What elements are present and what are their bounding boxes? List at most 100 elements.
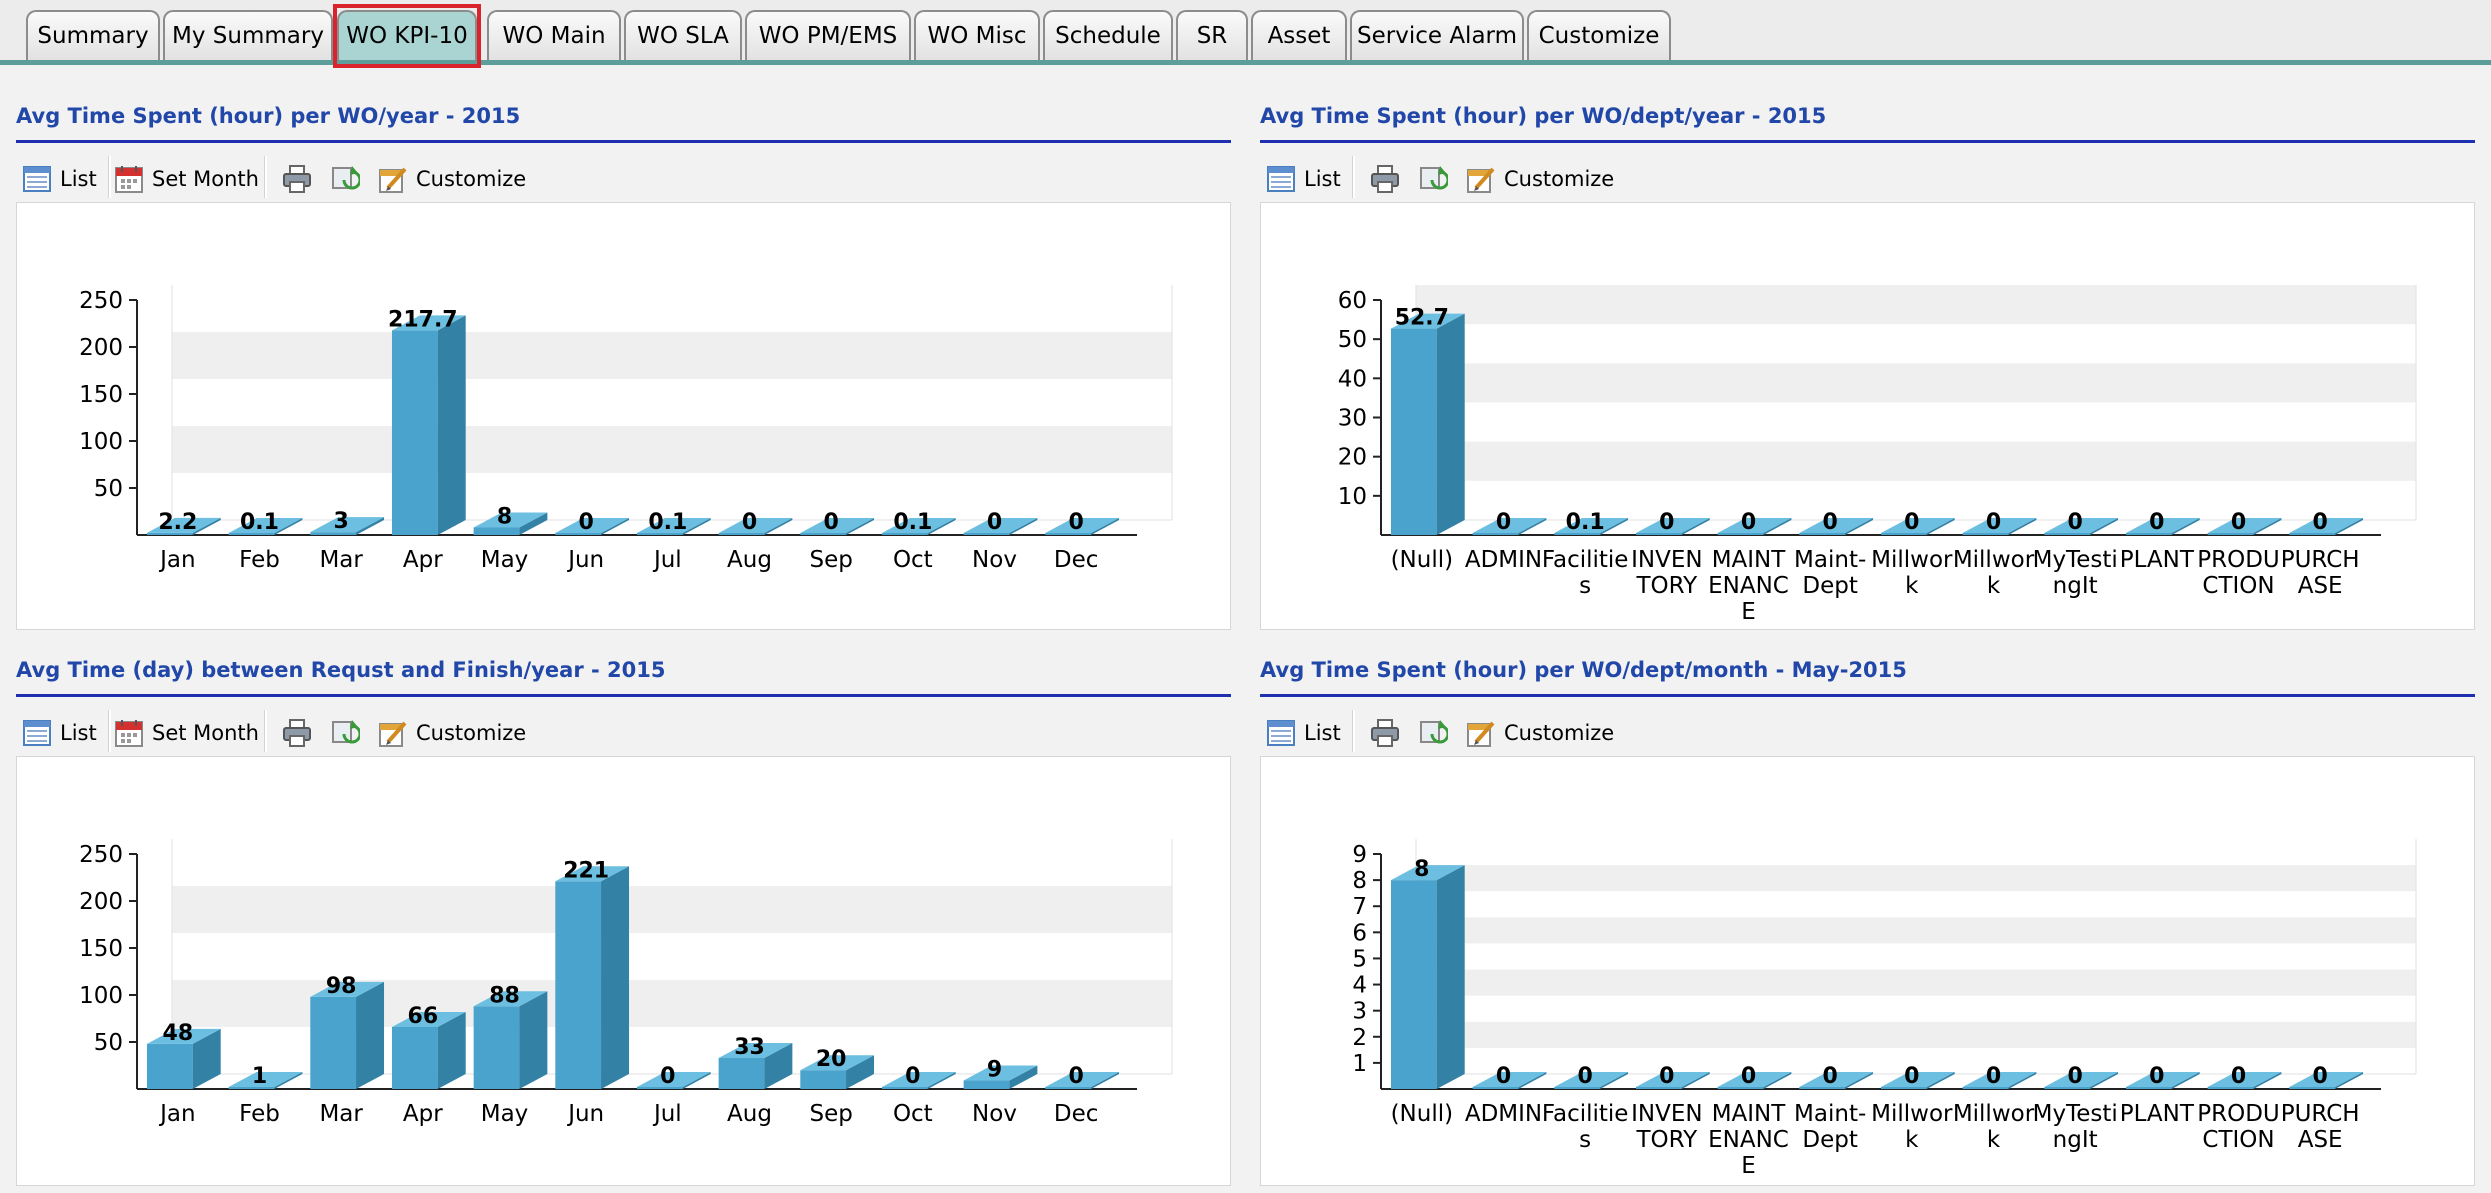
- bar-side: [1518, 1072, 1547, 1089]
- set-month-button[interactable]: Set Month: [114, 160, 259, 198]
- bar-side: [356, 981, 385, 1089]
- print-button[interactable]: [282, 714, 320, 752]
- tab-service-alarm[interactable]: Service Alarm: [1350, 10, 1524, 60]
- title-divider: [1260, 694, 2475, 697]
- x-tick-label: ngIt: [2053, 1127, 2098, 1153]
- bar: [228, 518, 303, 535]
- list-button[interactable]: List: [22, 714, 97, 752]
- print-button[interactable]: [1370, 714, 1408, 752]
- bar-side: [682, 1072, 711, 1089]
- x-tick-label: PLANT: [2120, 547, 2195, 573]
- bar-front: [2044, 1087, 2091, 1089]
- data-label: 0: [1496, 510, 1511, 535]
- bar-side: [1845, 1072, 1874, 1089]
- data-label: 0: [1659, 510, 1674, 535]
- bar-front: [2289, 1087, 2336, 1089]
- bar-top: [800, 518, 875, 533]
- bar-side: [192, 517, 221, 535]
- data-label: 0: [2068, 1064, 2083, 1089]
- tab-wo-sla[interactable]: WO SLA: [624, 10, 742, 60]
- data-label: 0.1: [893, 510, 932, 535]
- print-button[interactable]: [1370, 160, 1408, 198]
- y-tick-label: 200: [79, 889, 123, 915]
- toolbar-separator: [264, 710, 267, 752]
- tab-wo-kpi-10[interactable]: WO KPI-10: [337, 10, 477, 60]
- x-tick-label: Jun: [566, 547, 604, 573]
- x-tick-label: ENANC: [1708, 1127, 1789, 1153]
- bar: [1045, 518, 1120, 535]
- bar: [310, 517, 385, 535]
- bar-side: [1436, 313, 1465, 535]
- bar-side: [2008, 1072, 2037, 1089]
- bar-front: [555, 533, 602, 535]
- x-tick-label: Nov: [972, 547, 1017, 573]
- bar: [1472, 518, 1547, 535]
- customize-button[interactable]: Customize: [378, 714, 526, 752]
- tab-sr[interactable]: SR: [1176, 10, 1248, 60]
- bar-side: [764, 1042, 793, 1089]
- x-tick-label: PURCH: [2281, 1101, 2360, 1127]
- refresh-button[interactable]: [330, 714, 368, 752]
- tab-schedule[interactable]: Schedule: [1043, 10, 1173, 60]
- set-month-button[interactable]: Set Month: [114, 714, 259, 752]
- list-button[interactable]: List: [1266, 714, 1341, 752]
- bar: [1717, 1072, 1792, 1089]
- panel-title: Avg Time Spent (hour) per WO/dept/year -…: [1260, 104, 1827, 128]
- data-label: 0: [742, 510, 757, 535]
- bar-side: [1763, 518, 1792, 535]
- x-tick-label: Maint-: [1794, 1101, 1866, 1127]
- tab-asset[interactable]: Asset: [1251, 10, 1347, 60]
- print-button[interactable]: [282, 160, 320, 198]
- refresh-button[interactable]: [1418, 714, 1456, 752]
- bar-front: [1717, 533, 1764, 535]
- bar-front: [963, 1080, 1010, 1089]
- bar-front: [881, 533, 928, 535]
- x-tick-label: k: [1905, 573, 1919, 599]
- tab-my-summary[interactable]: My Summary: [163, 10, 333, 60]
- panel-avg-hours-per-wo-dept-year: Avg Time Spent (hour) per WO/dept/year -…: [1260, 104, 2475, 630]
- list-button[interactable]: List: [22, 160, 97, 198]
- bar-top: [1717, 518, 1792, 533]
- data-label: 0: [1578, 1064, 1593, 1089]
- bar-top: [1880, 518, 1955, 533]
- customize-button[interactable]: Customize: [378, 160, 526, 198]
- y-tick-label: 8: [1352, 868, 1367, 894]
- tab-customize[interactable]: Customize: [1527, 10, 1671, 60]
- panel-avg-days-request-to-finish: Avg Time (day) between Requst and Finish…: [16, 658, 1231, 1188]
- refresh-button[interactable]: [1418, 160, 1456, 198]
- bar: [1554, 518, 1629, 535]
- bar-front: [2289, 533, 2336, 535]
- tab-summary[interactable]: Summary: [26, 10, 160, 60]
- data-label: 0: [1069, 510, 1084, 535]
- bar-front: [1554, 1087, 1601, 1089]
- x-tick-label: TORY: [1635, 573, 1698, 599]
- data-label: 0: [2068, 510, 2083, 535]
- data-label: 0: [1986, 1064, 2001, 1089]
- data-label: 0: [1823, 510, 1838, 535]
- bar-top: [1799, 1072, 1874, 1087]
- calendar-icon: [114, 718, 144, 748]
- data-label: 0: [905, 1064, 920, 1089]
- bar-front: [1472, 1087, 1519, 1089]
- list-button[interactable]: List: [1266, 160, 1341, 198]
- x-tick-label: PRODU: [2197, 1101, 2280, 1127]
- bar-side: [2253, 518, 2282, 535]
- x-tick-label: Mar: [319, 547, 363, 573]
- list-label: List: [1304, 167, 1341, 191]
- refresh-button[interactable]: [330, 160, 368, 198]
- list-icon: [22, 718, 52, 748]
- tab-wo-pm-ems[interactable]: WO PM/EMS: [745, 10, 911, 60]
- bar: [1472, 1072, 1547, 1089]
- x-tick-label: Oct: [893, 547, 933, 573]
- x-tick-label: Aug: [727, 1101, 772, 1127]
- bar-top: [555, 518, 630, 533]
- x-tick-label: Feb: [239, 547, 280, 573]
- tab-wo-misc[interactable]: WO Misc: [914, 10, 1040, 60]
- customize-button[interactable]: Customize: [1466, 714, 1614, 752]
- data-label: 0: [1741, 1064, 1756, 1089]
- bar-top: [800, 1055, 875, 1071]
- customize-button[interactable]: Customize: [1466, 160, 1614, 198]
- x-tick-label: (Null): [1391, 547, 1454, 573]
- data-label: 0: [2231, 1064, 2246, 1089]
- tab-wo-main[interactable]: WO Main: [487, 10, 621, 60]
